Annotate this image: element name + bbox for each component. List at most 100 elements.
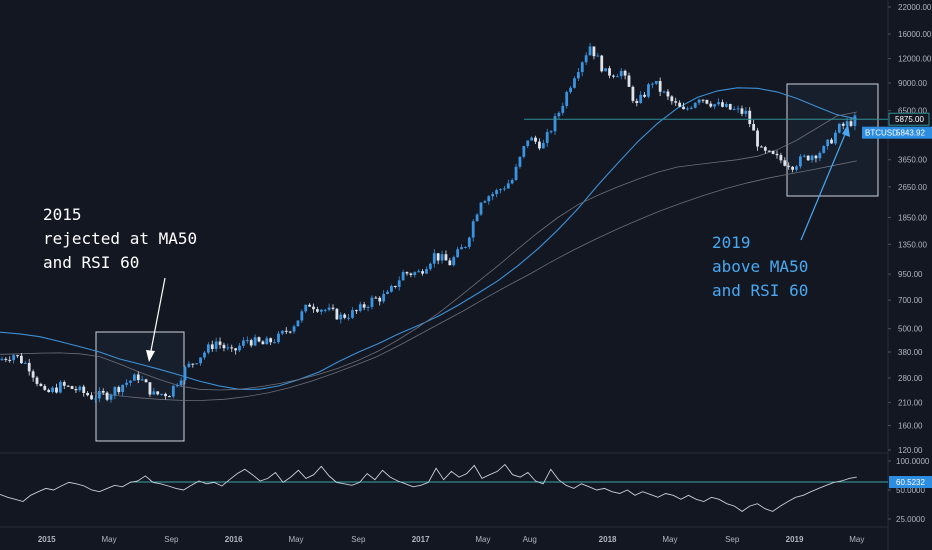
candle-body: [791, 166, 794, 170]
price-tick-label: 160.00: [898, 422, 923, 431]
time-tick-label: May: [849, 535, 864, 544]
candle-body: [814, 155, 818, 159]
candle-body: [90, 395, 93, 400]
candle-body: [164, 393, 167, 397]
candle-body: [144, 379, 148, 383]
candle-body: [358, 304, 362, 311]
candle-body: [802, 155, 806, 157]
time-tick-label: 2017: [412, 535, 430, 544]
candle-body: [58, 382, 62, 393]
candle-body: [740, 108, 744, 114]
candle-body: [156, 391, 160, 395]
candle-body: [635, 100, 639, 103]
candle-body: [78, 386, 82, 391]
candle-body: [66, 385, 70, 387]
candle-body: [686, 108, 689, 110]
candle-body: [561, 105, 565, 113]
time-tick-label: Sep: [351, 535, 366, 544]
moving-average-lines: [0, 87, 857, 401]
candle-body: [744, 110, 748, 114]
candle-body: [284, 330, 288, 332]
rsi-tick-label: 100.0000: [896, 457, 930, 466]
candle-body: [557, 112, 561, 117]
annotation-2019-arrow: [800, 131, 847, 241]
time-axis: 2015 May Sep 2016 May Sep 2017 May Aug 2018 May Sep…: [38, 535, 865, 544]
candle-body: [296, 320, 300, 327]
candle-body: [288, 331, 292, 333]
candle-body: [316, 309, 319, 312]
candle-body: [495, 190, 498, 195]
candle-body: [39, 383, 43, 386]
candle-body: [347, 317, 350, 319]
candle-body: [35, 377, 39, 384]
time-tick-label: May: [288, 535, 303, 544]
candle-body: [354, 310, 358, 312]
candle-body: [148, 382, 152, 395]
candle-body: [319, 309, 323, 312]
candle-body: [736, 108, 740, 110]
ma-line-ma200: [0, 111, 857, 391]
candle-body: [27, 362, 31, 372]
price-tick-label: 280.00: [898, 374, 923, 383]
candle-body: [576, 72, 580, 79]
candle-body: [689, 107, 693, 109]
candle-body: [678, 102, 682, 107]
candle-body: [596, 55, 600, 57]
candle-body: [522, 146, 526, 157]
annotation-2015-line-1: 2015: [43, 205, 82, 224]
candle-body: [421, 271, 424, 274]
candle-body: [538, 141, 541, 149]
price-tick-label: 500.00: [898, 325, 923, 334]
candle-body: [12, 355, 16, 361]
candle-body: [456, 249, 460, 258]
candle-body: [136, 374, 140, 381]
candle-body: [658, 80, 662, 92]
candle-body: [113, 387, 117, 396]
price-tick-label: 16000.00: [898, 30, 932, 39]
ma-line-ma50: [0, 87, 857, 390]
candle-body: [230, 347, 234, 349]
candle-body: [639, 94, 643, 103]
candle-body: [109, 395, 113, 400]
candle-body: [549, 131, 553, 133]
candle-body: [210, 344, 214, 349]
candle-body: [327, 307, 331, 310]
candle-body: [132, 374, 136, 381]
annotation-2015-arrowhead: [146, 350, 155, 362]
annotation-2015: 2015 rejected at MA50 and RSI 60: [43, 205, 197, 362]
candle-body: [152, 391, 156, 395]
candle-body: [16, 355, 19, 357]
price-tick-label: 1350.00: [898, 240, 927, 249]
candle-body: [834, 132, 837, 144]
time-tick-label: May: [475, 535, 490, 544]
candle-body: [8, 359, 12, 361]
candle-body: [257, 337, 261, 342]
candle-body: [837, 123, 841, 133]
time-tick-label: 2019: [786, 535, 804, 544]
time-tick-label: Aug: [523, 535, 537, 544]
candle-body: [608, 68, 611, 76]
candle-body: [573, 78, 576, 88]
candle-body: [308, 304, 312, 307]
candle-body: [74, 388, 78, 391]
candle-body: [721, 102, 724, 107]
price-label-5875-box: [888, 112, 930, 126]
candle-body: [261, 341, 265, 345]
candle-body: [701, 99, 705, 101]
time-tick-label: Sep: [164, 535, 179, 544]
candle-body: [199, 357, 202, 364]
time-tick-label: May: [662, 535, 677, 544]
price-tick-label: 2650.00: [898, 183, 927, 192]
candle-body: [222, 344, 226, 349]
candle-body: [627, 75, 631, 87]
candle-body: [351, 310, 354, 318]
annotation-2019-arrowhead: [842, 124, 850, 137]
candle-body: [592, 46, 596, 57]
time-tick-label: 2016: [225, 535, 243, 544]
ma-line-ma200-lower: [93, 160, 857, 401]
candle-body: [643, 94, 646, 97]
price-tick-label: 9000.00: [898, 79, 927, 88]
candle-body: [191, 363, 195, 365]
candle-body: [125, 382, 128, 385]
